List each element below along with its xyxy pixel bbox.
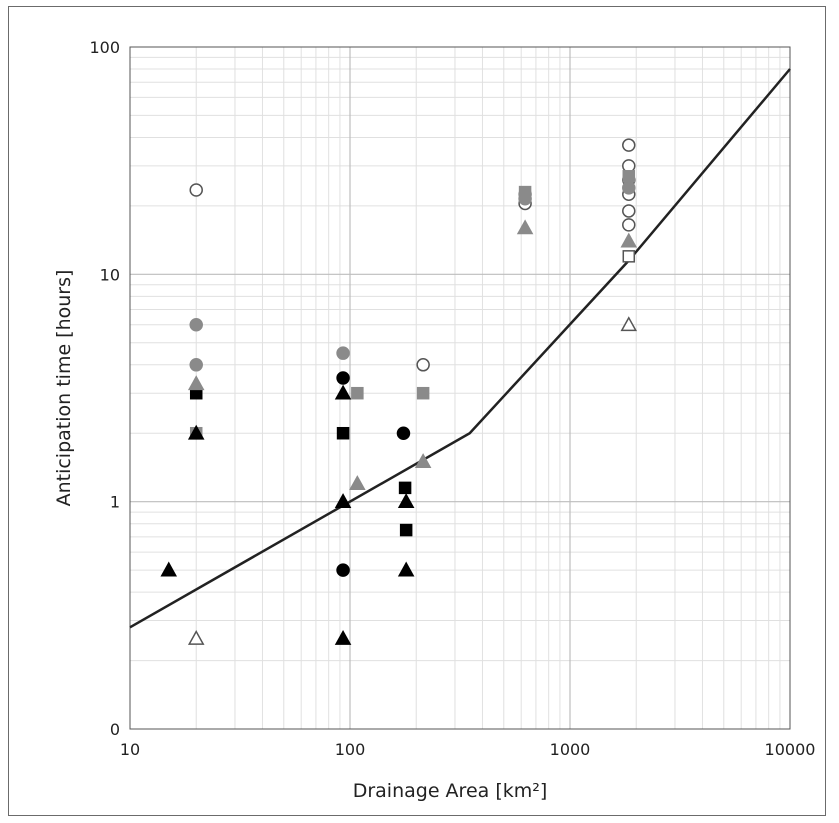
y-tick-label: 100: [89, 38, 120, 57]
data-point-triangle: [187, 424, 205, 440]
data-point-square: [622, 250, 636, 263]
y-tick-label: 0: [110, 720, 120, 739]
data-point-square: [351, 386, 364, 400]
data-point-circle: [336, 563, 350, 577]
x-tick-label: 1000: [550, 740, 591, 759]
minor-grid: [130, 47, 790, 729]
data-point-square: [336, 426, 350, 440]
data-point-triangle: [516, 219, 534, 235]
data-point-circle: [622, 181, 636, 195]
data-point-circle: [189, 358, 203, 372]
data-point-square: [622, 170, 636, 183]
data-point-square: [518, 185, 532, 199]
data-point-triangle: [187, 375, 205, 391]
data-point-circle: [396, 426, 411, 440]
data-point-circle: [622, 218, 636, 232]
data-point-circle: [189, 318, 203, 332]
chart-frame: [8, 6, 826, 816]
data-point-circle: [622, 204, 636, 218]
x-tick-label: 100: [335, 740, 366, 759]
data-point-triangle: [414, 453, 432, 468]
threshold-curve: [129, 68, 791, 629]
data-markers: [160, 138, 638, 645]
x-tick-label: 10000: [765, 740, 816, 759]
x-tick-label: 10: [120, 740, 140, 759]
data-point-circle: [622, 138, 636, 152]
data-point-square: [399, 523, 413, 537]
data-point-circle: [416, 358, 430, 372]
major-grid: [130, 47, 790, 729]
data-point-triangle: [620, 316, 638, 332]
data-point-triangle: [349, 475, 366, 491]
x-axis-label: Drainage Area [km²]: [353, 780, 548, 802]
data-point-triangle: [334, 493, 352, 509]
data-point-triangle: [187, 629, 205, 645]
data-point-triangle: [620, 232, 638, 248]
data-point-triangle: [160, 561, 178, 577]
data-point-circle: [336, 371, 350, 385]
plot-border: [129, 46, 791, 730]
data-point-triangle: [397, 561, 415, 577]
y-tick-label: 10: [100, 265, 120, 284]
data-point-circle: [189, 183, 203, 197]
x-axis-ticks: 10 100 1000 10000: [120, 740, 816, 759]
data-point-triangle: [334, 384, 352, 400]
data-point-circle: [336, 346, 350, 360]
y-axis-ticks: 0 1 10 100: [89, 38, 120, 739]
data-point-square: [398, 481, 412, 495]
y-tick-label: 1: [110, 493, 120, 512]
data-point-triangle: [334, 629, 352, 645]
data-point-triangle: [397, 493, 415, 509]
y-axis-label: Anticipation time [hours]: [53, 270, 75, 507]
data-point-square: [416, 386, 430, 400]
